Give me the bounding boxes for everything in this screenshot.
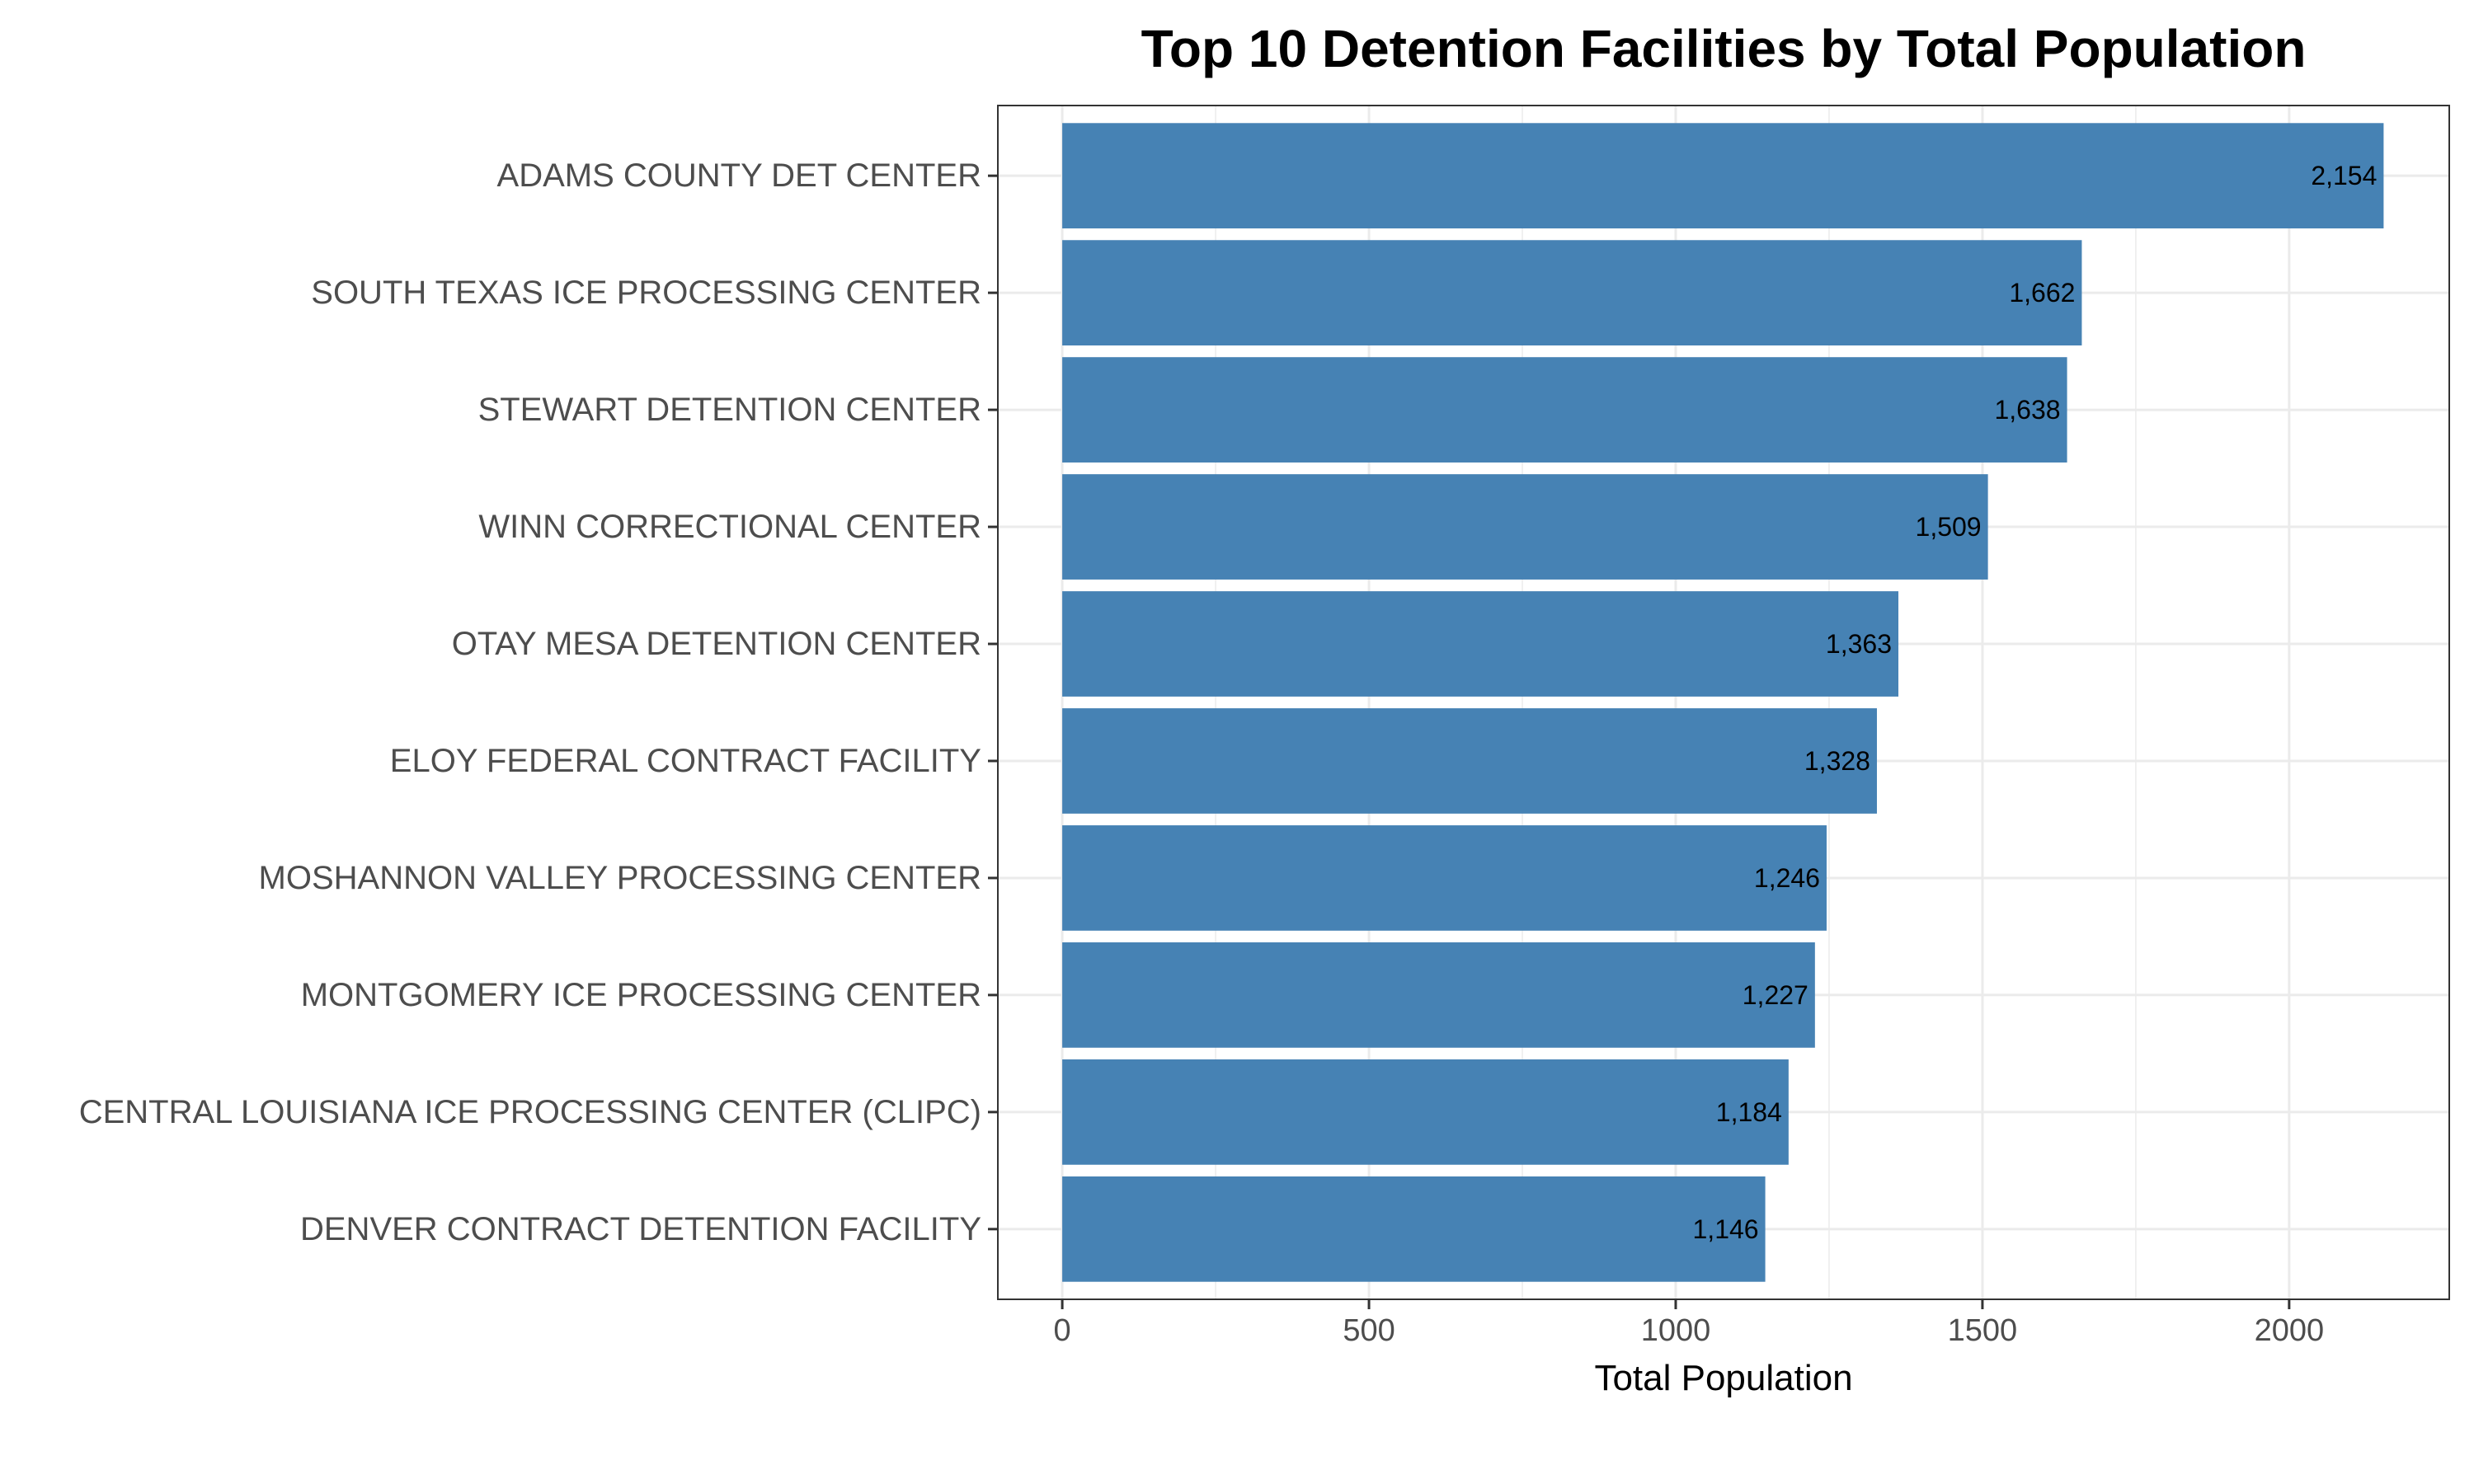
- data-label: 1,638: [1994, 395, 2060, 425]
- panel-border: [997, 105, 2450, 1300]
- x-tick-label: 1500: [1948, 1313, 2018, 1348]
- bar: [1062, 123, 2384, 229]
- data-label: 1,509: [1916, 512, 1982, 542]
- y-tick-label: MONTGOMERY ICE PROCESSING CENTER: [301, 977, 981, 1013]
- y-tick-label: CENTRAL LOUISIANA ICE PROCESSING CENTER …: [79, 1094, 981, 1130]
- data-label: 1,363: [1826, 629, 1892, 659]
- bar: [1062, 1176, 1766, 1282]
- bar: [1062, 1059, 1789, 1165]
- chart-title: Top 10 Detention Facilities by Total Pop…: [1141, 19, 2307, 78]
- data-label: 1,227: [1743, 980, 1808, 1010]
- bar: [1062, 591, 1899, 697]
- data-label: 1,328: [1804, 746, 1870, 776]
- bar: [1062, 240, 2082, 346]
- y-tick-label: OTAY MESA DETENTION CENTER: [452, 626, 981, 662]
- y-tick-label: ADAMS COUNTY DET CENTER: [497, 157, 981, 194]
- data-label: 1,146: [1693, 1214, 1759, 1244]
- bars: [1062, 123, 2384, 1282]
- x-axis: 0 500 1000 1500 2000: [1054, 1299, 2325, 1348]
- data-labels: 2,154 1,662 1,638 1,509 1,363 1,328 1,246 1,227…: [1693, 161, 2378, 1244]
- bar: [1062, 942, 1815, 1048]
- y-tick-label: MOSHANNON VALLEY PROCESSING CENTER: [259, 860, 981, 896]
- bar: [1062, 474, 1988, 580]
- bar: [1062, 825, 1827, 931]
- x-tick-label: 0: [1054, 1313, 1071, 1348]
- bar: [1062, 357, 2067, 463]
- y-tick-label: WINN CORRECTIONAL CENTER: [478, 509, 981, 545]
- data-label: 1,246: [1754, 863, 1820, 893]
- y-tick-label: SOUTH TEXAS ICE PROCESSING CENTER: [311, 275, 981, 311]
- x-tick-label: 1000: [1641, 1313, 1711, 1348]
- y-axis: ADAMS COUNTY DET CENTER SOUTH TEXAS ICE P…: [79, 157, 998, 1247]
- x-axis-title: Total Population: [1594, 1358, 1852, 1398]
- y-tick-label: ELOY FEDERAL CONTRACT FACILITY: [390, 743, 981, 779]
- data-label: 1,184: [1716, 1097, 1782, 1127]
- x-tick-label: 2000: [2255, 1313, 2325, 1348]
- y-tick-label: DENVER CONTRACT DETENTION FACILITY: [300, 1211, 981, 1247]
- data-label: 2,154: [2311, 161, 2377, 190]
- y-tick-label: STEWART DETENTION CENTER: [478, 392, 981, 428]
- bar: [1062, 708, 1877, 814]
- x-tick-label: 500: [1343, 1313, 1395, 1348]
- data-label: 1,662: [2009, 278, 2075, 308]
